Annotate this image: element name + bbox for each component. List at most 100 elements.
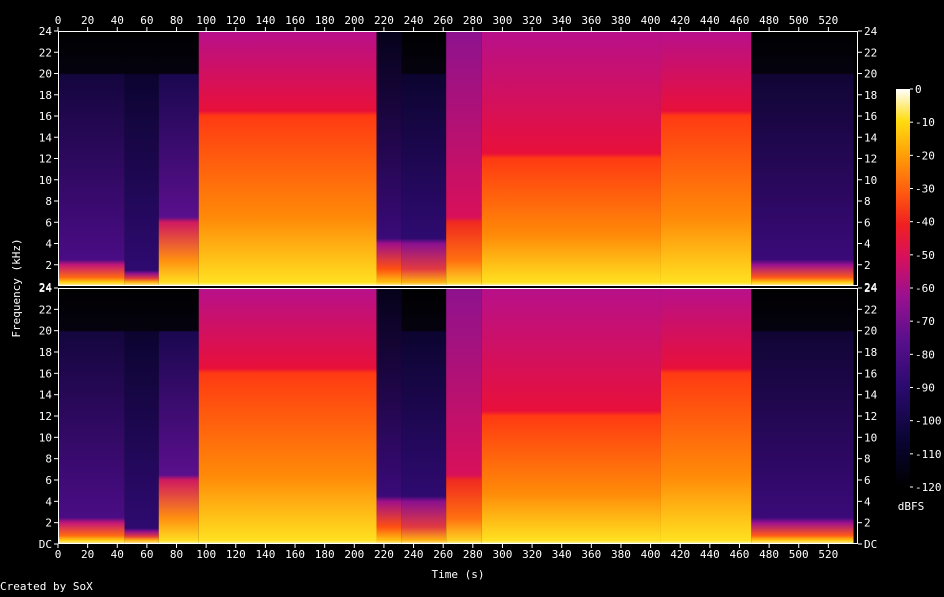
spectrogram-segment: [401, 31, 447, 286]
spectrogram-segment: [376, 31, 402, 286]
x-tick-label-bottom: 260: [433, 548, 453, 561]
y-tick-label-left: 2: [45, 259, 52, 272]
y-tick-label-left: 18: [39, 89, 52, 102]
y-tick-label-right: 24: [864, 282, 878, 295]
y-tick-label-right: 20: [864, 325, 877, 338]
colorbar: 0 -10 -20 -30 -40 -50 -60 -70 -80 -90 -100 -110 -120: [896, 83, 942, 494]
y-tick-label-left: 12: [39, 153, 52, 166]
x-tick-label-bottom: 140: [255, 548, 275, 561]
spectrogram-segment: [446, 288, 482, 544]
y-tick-label-left: 8: [45, 453, 52, 466]
spectrogram-segment: [198, 288, 377, 544]
colorbar-tick-label: -30: [915, 183, 935, 196]
y-tick-label-left: 2: [45, 517, 52, 530]
x-tick-label-bottom: 360: [581, 548, 601, 561]
x-tick-label-bottom: 40: [111, 548, 124, 561]
spectrogram-segment: [158, 31, 199, 286]
colorbar-tick-label: -70: [915, 315, 935, 328]
colorbar-gradient: [896, 89, 910, 487]
x-tick-label-top: 120: [226, 14, 246, 27]
x-tick-label-bottom: 340: [552, 548, 572, 561]
x-tick-label-top: 240: [404, 14, 424, 27]
y-tick-label-left: 22: [39, 303, 52, 316]
y-tick-label-left: 14: [39, 389, 53, 402]
x-tick-label-top: 20: [81, 14, 94, 27]
y-tick-label-left: 20: [39, 325, 52, 338]
colorbar-tick-label: -110: [915, 448, 942, 461]
spectrogram-segment: [58, 31, 125, 286]
x-tick-label-bottom: 180: [315, 548, 335, 561]
x-tick-label-bottom: 80: [170, 548, 183, 561]
y-tick-label-right: 16: [864, 367, 877, 380]
y-tick-label-right: 24: [864, 25, 878, 38]
y-tick-label-right: 4: [864, 495, 871, 508]
x-tick-label-bottom: 200: [344, 548, 364, 561]
y-tick-label-right: 6: [864, 216, 871, 229]
y-tick-label-left: 4: [45, 495, 52, 508]
x-tick-label-top: 280: [463, 14, 483, 27]
x-tick-label-top: 440: [700, 14, 720, 27]
x-tick-label-top: 460: [730, 14, 750, 27]
y-tick-label-right: 12: [864, 410, 877, 423]
colorbar-unit-label: dBFS: [898, 500, 925, 513]
x-tick-label-top: 100: [196, 14, 216, 27]
x-tick-label-top: 160: [285, 14, 305, 27]
x-tick-label-bottom: 120: [226, 548, 246, 561]
panel-border: [58, 31, 858, 286]
x-tick-label-top: 220: [374, 14, 394, 27]
x-axis-title: Time (s): [432, 568, 485, 581]
y-tick-label-right: 24: [864, 281, 878, 294]
y-tick-label-right: 2: [864, 259, 871, 272]
x-tick-label-bottom: 160: [285, 548, 305, 561]
spectrogram-panels: [58, 31, 858, 544]
colorbar-tick-label: -10: [915, 116, 935, 129]
y-tick-label-left: 12: [39, 410, 52, 423]
x-tick-label-bottom: 300: [493, 548, 513, 561]
x-tick-label-bottom: 100: [196, 548, 216, 561]
colorbar-tick-label: -80: [915, 348, 935, 361]
x-tick-label-bottom: 20: [81, 548, 94, 561]
colorbar-tick-label: -40: [915, 216, 935, 229]
x-tick-label-top: 420: [670, 14, 690, 27]
y-tick-label-left: 6: [45, 216, 52, 229]
colorbar-tick-label: 0: [915, 83, 922, 96]
x-tick-label-bottom: 480: [759, 548, 779, 561]
x-tick-label-top: 80: [170, 14, 183, 27]
y-tick-label-right: 6: [864, 474, 871, 487]
y-tick-label-right: 10: [864, 431, 877, 444]
x-tick-label-bottom: 240: [404, 548, 424, 561]
x-tick-label-top: 200: [344, 14, 364, 27]
spectrogram-segment: [751, 31, 854, 286]
colorbar-tick-label: -90: [915, 382, 935, 395]
y-tick-label-left: 16: [39, 110, 52, 123]
x-tick-label-bottom: 320: [522, 548, 542, 561]
spectrogram-segment: [660, 288, 752, 544]
x-tick-label-top: 0: [55, 14, 62, 27]
x-tick-label-bottom: 460: [730, 548, 750, 561]
y-tick-label-left: 8: [45, 195, 52, 208]
y-tick-label-right: 18: [864, 346, 877, 359]
spectrogram-segment: [481, 31, 661, 286]
y-tick-label-right: 22: [864, 303, 877, 316]
y-tick-label-right: 16: [864, 110, 877, 123]
y-axis-title: Frequency (kHz): [10, 238, 23, 337]
y-tick-label-left: 14: [39, 131, 53, 144]
x-tick-label-top: 380: [611, 14, 631, 27]
panel-border: [58, 288, 858, 544]
spectrogram-segment: [401, 288, 447, 544]
spectrogram-segment: [198, 31, 377, 286]
y-tick-label-left: 16: [39, 367, 52, 380]
y-tick-label-left: 10: [39, 174, 52, 187]
spectrogram-segment: [158, 288, 199, 544]
spectrogram-segment: [124, 31, 159, 286]
y-tick-label-right: 20: [864, 68, 877, 81]
x-tick-label-top: 500: [789, 14, 809, 27]
colorbar-tick-label: -60: [915, 282, 935, 295]
x-tick-label-bottom: 60: [140, 548, 153, 561]
y-tick-label-right: DC: [864, 538, 877, 551]
y-tick-label-right: 18: [864, 89, 877, 102]
y-tick-label-left: 18: [39, 346, 52, 359]
x-tick-label-top: 180: [315, 14, 335, 27]
